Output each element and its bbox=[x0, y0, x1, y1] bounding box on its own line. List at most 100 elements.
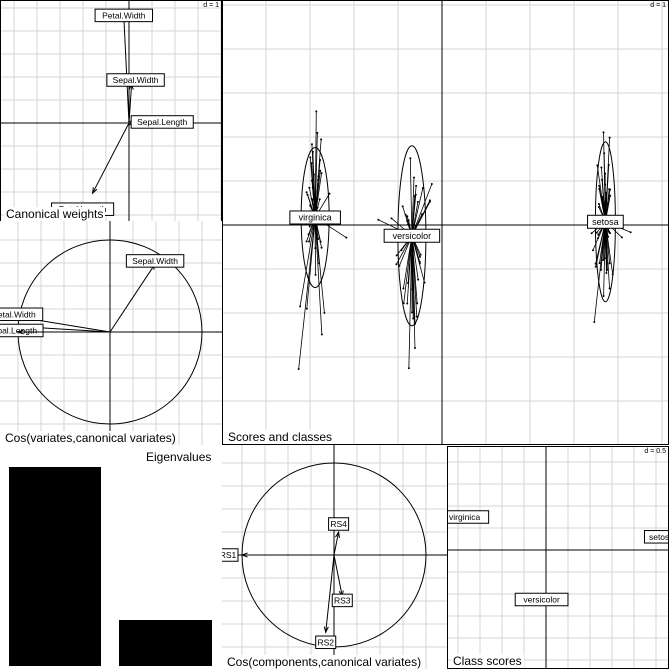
petal-width-arrow-line bbox=[123, 16, 130, 124]
score-point bbox=[620, 236, 623, 239]
score-segment bbox=[314, 132, 318, 218]
sepal-length-label-box bbox=[130, 115, 194, 129]
sepal-length-label: Sepal.Length bbox=[0, 325, 37, 335]
score-point bbox=[377, 218, 380, 221]
class-versicolor-label: versicolor bbox=[523, 594, 560, 604]
score-point bbox=[316, 131, 319, 134]
score-point bbox=[409, 157, 412, 160]
score-segment bbox=[411, 185, 417, 236]
score-point bbox=[600, 166, 603, 169]
canonical-weights-plot: Petal.WidthSepal.WidthSepal.LengthPetal.… bbox=[1, 1, 221, 221]
eigenvalues-plot bbox=[9, 467, 212, 666]
score-segment bbox=[411, 235, 419, 280]
sepal-width-arrow-line bbox=[128, 83, 133, 124]
score-point bbox=[608, 262, 611, 265]
versicolor-label-box bbox=[383, 228, 441, 243]
score-point bbox=[412, 317, 415, 320]
rs4-label: RS4 bbox=[330, 519, 347, 529]
rs2-label: RS2 bbox=[317, 637, 334, 647]
sepal-width-label-box bbox=[125, 254, 185, 268]
setosa-label-box bbox=[587, 214, 624, 229]
score-point bbox=[404, 213, 407, 216]
score-point bbox=[309, 156, 312, 159]
score-point bbox=[305, 191, 308, 194]
score-point bbox=[629, 231, 632, 234]
score-point bbox=[320, 138, 323, 141]
score-point bbox=[602, 131, 605, 134]
score-point bbox=[320, 246, 323, 249]
rs2-arrow-head bbox=[323, 626, 329, 634]
score-segment bbox=[314, 217, 323, 335]
virginica-label-box bbox=[289, 210, 341, 225]
score-point bbox=[410, 311, 413, 314]
eigenvalue-bar-2 bbox=[119, 620, 212, 666]
petal-length-arrow-head bbox=[16, 329, 24, 335]
score-point bbox=[308, 240, 311, 243]
score-point bbox=[320, 333, 323, 336]
score-point bbox=[314, 273, 317, 276]
score-point bbox=[318, 198, 321, 201]
cos-variates-plot: Sepal.Width Petal.Width Sepal.Length bbox=[0, 221, 222, 445]
cos-components-panel: RS1 RS4 RS3 RS2 Cos(components,canonical va… bbox=[222, 445, 447, 669]
scores-classes-plot: virginica versicolor setosa bbox=[223, 1, 668, 444]
score-point bbox=[345, 236, 348, 239]
score-point bbox=[297, 368, 300, 371]
score-point bbox=[390, 217, 393, 220]
rs3-arrow-line bbox=[333, 554, 343, 597]
score-point bbox=[594, 265, 597, 268]
score-point bbox=[415, 315, 418, 318]
score-point bbox=[605, 271, 608, 274]
canonical-weights-panel: Petal.WidthSepal.WidthSepal.LengthPetal.… bbox=[0, 0, 222, 222]
score-point bbox=[602, 295, 605, 298]
score-point bbox=[608, 287, 611, 290]
rs4-arrow-line bbox=[333, 531, 340, 556]
class-versicolor-label-box bbox=[514, 592, 569, 607]
score-point bbox=[419, 253, 422, 256]
score-point bbox=[319, 240, 322, 243]
sepal-width-label-box bbox=[106, 73, 165, 87]
score-point bbox=[597, 203, 600, 206]
score-point bbox=[328, 192, 331, 195]
score-point bbox=[418, 262, 421, 265]
score-segment bbox=[605, 164, 610, 222]
scores-classes-title: Scores and classes bbox=[226, 430, 335, 444]
d-scale-label: d = 1 bbox=[650, 2, 666, 9]
score-point bbox=[591, 249, 594, 252]
score-point bbox=[395, 254, 398, 257]
petal-width-label-box bbox=[94, 8, 154, 23]
score-point bbox=[596, 164, 599, 167]
score-segment bbox=[601, 167, 606, 222]
score-point bbox=[402, 302, 405, 305]
score-segment bbox=[411, 235, 418, 304]
petal-width-label: Petal.Width bbox=[102, 10, 146, 20]
score-point bbox=[407, 223, 410, 226]
score-segment bbox=[409, 158, 413, 236]
score-segment bbox=[603, 132, 606, 222]
score-point bbox=[308, 225, 311, 228]
score-point bbox=[310, 179, 313, 182]
sepal-width-label: Sepal.Width bbox=[113, 75, 159, 85]
setosa-label: setosa bbox=[592, 217, 619, 227]
score-point bbox=[320, 172, 323, 175]
score-point bbox=[423, 281, 426, 284]
score-point bbox=[597, 233, 600, 236]
score-segment bbox=[298, 217, 316, 370]
class-setosa-label: setosa bbox=[649, 532, 669, 542]
score-segment bbox=[411, 235, 416, 349]
score-point bbox=[596, 237, 599, 240]
eigenvalue-bar-1 bbox=[9, 467, 101, 666]
rs3-label: RS3 bbox=[334, 595, 351, 605]
score-segment bbox=[314, 139, 322, 218]
score-segment bbox=[411, 187, 424, 236]
score-point bbox=[598, 262, 601, 265]
score-point bbox=[406, 302, 409, 305]
cos-components-title: Cos(components,canonical variates) bbox=[225, 655, 424, 669]
eigenvalues-title: Eigenvalues bbox=[146, 450, 212, 464]
score-point bbox=[305, 307, 308, 310]
rs2-label-box bbox=[315, 635, 337, 650]
scores-classes-panel: virginica versicolor setosa d = 1 Scores a… bbox=[222, 0, 669, 445]
rs1-label: RS1 bbox=[222, 550, 237, 560]
score-segment bbox=[605, 221, 610, 289]
rs1-label-box bbox=[222, 548, 239, 562]
cos-variates-title: Cos(variates,canonical variates) bbox=[3, 431, 178, 445]
